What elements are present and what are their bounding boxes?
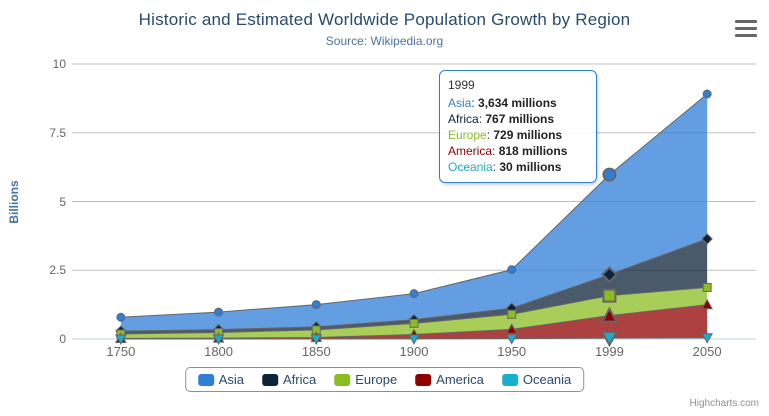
tooltip-row-africa: Africa: 767 millions xyxy=(448,112,555,126)
y-axis-title: Billions xyxy=(7,180,21,224)
tooltip-row-asia: Asia: 3,634 millions xyxy=(448,96,557,110)
legend-label: Oceania xyxy=(522,372,572,387)
legend-item-oceania[interactable]: Oceania xyxy=(501,372,572,387)
export-menu-icon[interactable] xyxy=(735,20,757,37)
legend-label: America xyxy=(436,372,484,387)
legend-label: Africa xyxy=(283,372,317,387)
marker-oceania-hover[interactable] xyxy=(600,331,619,348)
marker-europe[interactable] xyxy=(702,282,712,292)
marker-oceania[interactable] xyxy=(408,334,420,345)
marker-asia[interactable] xyxy=(116,312,126,322)
tooltip-row-europe: Europe: 729 millions xyxy=(448,128,563,142)
tooltip-row-america: America: 818 millions xyxy=(448,144,568,158)
marker-asia[interactable] xyxy=(409,289,419,299)
marker-oceania[interactable] xyxy=(212,334,225,345)
marker-europe[interactable] xyxy=(409,318,419,328)
x-tick-2050: 2050 xyxy=(692,344,722,359)
marker-asia[interactable] xyxy=(214,307,224,317)
area-asia[interactable] xyxy=(120,94,708,332)
marker-oceania[interactable] xyxy=(701,333,713,344)
marker-america[interactable] xyxy=(505,323,518,334)
credits-link[interactable]: Highcharts.com xyxy=(689,398,759,409)
legend: Asia Africa Europe America Oceania xyxy=(184,367,585,392)
asia-swatch-icon xyxy=(197,373,214,386)
marker-america-hover[interactable] xyxy=(600,306,619,323)
legend-item-asia[interactable]: Asia xyxy=(197,372,245,387)
europe-swatch-icon xyxy=(334,373,351,386)
area-africa[interactable] xyxy=(120,238,708,334)
y-tick-0: 0 xyxy=(59,332,66,346)
y-tick-5: 5 xyxy=(59,194,66,209)
x-tick-1950: 1950 xyxy=(497,344,527,359)
x-tick-1900: 1900 xyxy=(399,344,429,359)
x-tick-1850: 1850 xyxy=(301,344,331,359)
x-tick-1750: 1750 xyxy=(106,344,136,359)
tooltip-year: 1999 xyxy=(448,78,475,92)
tooltip: 1999 Asia: 3,634 millions Africa: 767 mil… xyxy=(439,70,597,183)
legend-item-europe[interactable]: Europe xyxy=(334,372,397,387)
y-tick-7.5: 7.5 xyxy=(49,125,66,140)
africa-swatch-icon xyxy=(262,373,279,386)
area-america[interactable] xyxy=(120,304,708,339)
marker-oceania[interactable] xyxy=(505,334,518,345)
marker-asia[interactable] xyxy=(702,89,712,99)
y-tick-2.5: 2.5 xyxy=(49,263,66,278)
y-tick-10: 10 xyxy=(52,57,66,71)
marker-america[interactable] xyxy=(701,298,713,310)
marker-asia[interactable] xyxy=(311,300,321,310)
marker-africa[interactable] xyxy=(701,233,713,245)
legend-item-america[interactable]: America xyxy=(415,372,484,387)
america-swatch-icon xyxy=(415,373,432,386)
x-tick-1999: 1999 xyxy=(594,344,624,359)
legend-item-africa[interactable]: Africa xyxy=(262,372,316,387)
marker-asia-hover[interactable] xyxy=(602,167,617,182)
tooltip-row-oceania: Oceania: 30 millions xyxy=(448,160,562,174)
marker-oceania[interactable] xyxy=(115,334,127,345)
marker-europe[interactable] xyxy=(507,309,517,319)
marker-oceania[interactable] xyxy=(310,334,323,345)
legend-label: Europe xyxy=(355,372,398,387)
oceania-swatch-icon xyxy=(501,373,518,386)
chart-subtitle: Source: Wikipedia.org xyxy=(325,34,444,48)
chart-title: Historic and Estimated Worldwide Populat… xyxy=(138,10,631,29)
marker-europe-hover[interactable] xyxy=(602,288,617,303)
marker-asia[interactable] xyxy=(507,265,517,275)
legend-label: Asia xyxy=(218,372,245,387)
x-tick-1800: 1800 xyxy=(204,344,234,359)
marker-africa-hover[interactable] xyxy=(601,266,618,283)
